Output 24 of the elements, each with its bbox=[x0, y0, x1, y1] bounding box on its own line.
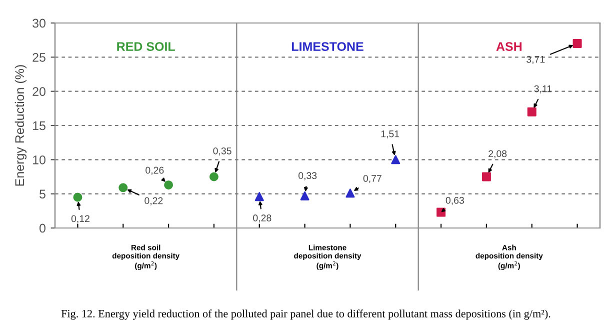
annotation: 0,28 bbox=[253, 214, 272, 223]
annotation: 0,22 bbox=[144, 197, 163, 206]
annotation: 2,08 bbox=[488, 150, 507, 158]
text: RED SOIL bbox=[117, 42, 175, 51]
annotation: 0,33 bbox=[298, 172, 317, 180]
y-tick-label: 15 bbox=[33, 121, 46, 130]
annotation: 0,35 bbox=[213, 147, 232, 156]
y-tick-label: 30 bbox=[32, 18, 46, 28]
annotation: 0,26 bbox=[146, 166, 164, 175]
y-tick-label: 10 bbox=[33, 155, 46, 164]
text: ASH bbox=[496, 42, 522, 51]
y-tick-label: 20 bbox=[32, 87, 46, 96]
annotation: 0,12 bbox=[71, 215, 90, 224]
text: LIMESTONE bbox=[292, 42, 364, 51]
y-tick-label: 5 bbox=[40, 190, 46, 198]
annotation: 3,71 bbox=[526, 56, 545, 64]
y-axis-title: Energy Reduction (%) bbox=[14, 65, 27, 186]
annotation: 3,11 bbox=[534, 85, 552, 94]
annotation: 0,63 bbox=[446, 196, 464, 205]
annotation: 0,77 bbox=[363, 174, 382, 184]
y-tick-label: 25 bbox=[32, 52, 46, 62]
y-tick-label: 0 bbox=[40, 224, 46, 233]
annotation: 1,51 bbox=[381, 130, 400, 138]
caption: Fig. 12. Energy yield reduction of the polluted pair panel due to different pollutant mass depositions (in g/m²). bbox=[61, 309, 550, 320]
